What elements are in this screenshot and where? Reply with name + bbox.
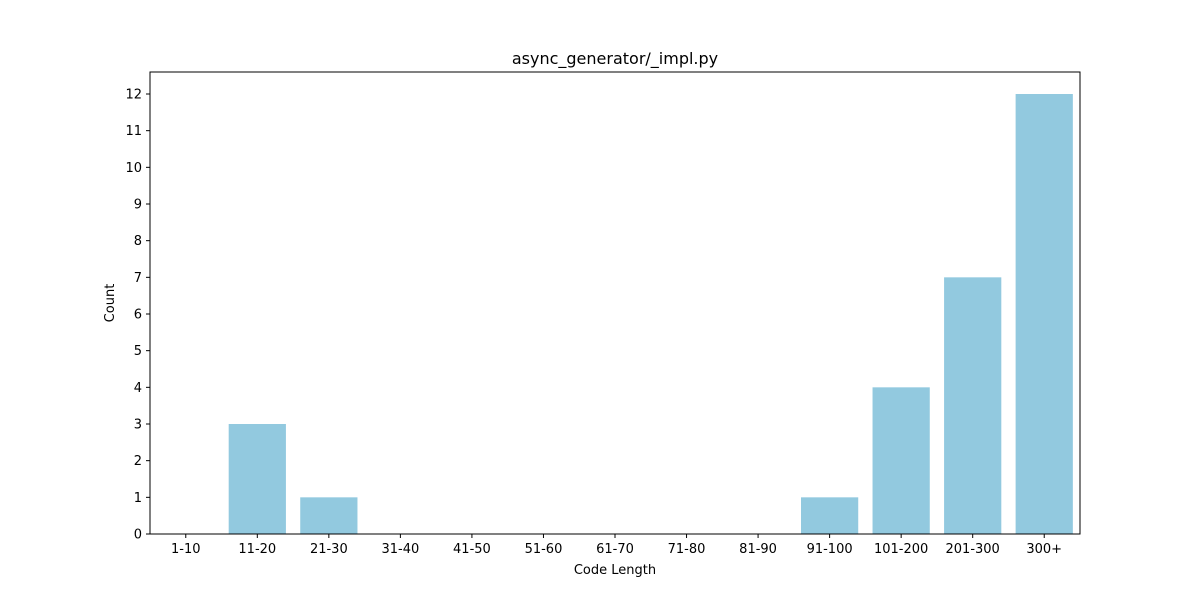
y-tick-label: 4: [134, 381, 142, 396]
bar-91-100: [801, 497, 859, 534]
x-tick-label: 300+: [1026, 542, 1062, 557]
bar-11-20: [228, 424, 286, 534]
bar-300+: [1015, 94, 1073, 534]
bar-201-300: [944, 277, 1002, 534]
y-tick-label: 5: [134, 344, 142, 359]
x-tick-label: 21-30: [310, 542, 348, 557]
x-tick-label: 201-300: [946, 542, 1000, 557]
chart-title: async_generator/_impl.py: [512, 49, 718, 69]
plot-frame: [149, 71, 1081, 535]
x-tick-label: 1-10: [171, 542, 201, 557]
y-tick-label: 10: [125, 161, 142, 176]
x-tick-label: 61-70: [596, 542, 634, 557]
x-tick-label: 71-80: [668, 542, 706, 557]
y-tick-label: 11: [125, 124, 142, 139]
bar-21-30: [300, 497, 358, 534]
y-tick-label: 1: [134, 491, 142, 506]
y-tick-label: 0: [134, 528, 142, 543]
x-tick-label: 101-200: [874, 542, 928, 557]
bar-101-200: [872, 387, 930, 534]
y-tick-label: 12: [125, 88, 142, 103]
x-axis: 1-10 11-20 21-30 31-40 41-50 51-60 61-70 71-80 8…: [171, 534, 1062, 557]
x-tick-label: 91-100: [807, 542, 853, 557]
x-tick-label: 51-60: [525, 542, 563, 557]
y-tick-label: 2: [134, 454, 142, 469]
y-axis-label: Count: [103, 284, 118, 323]
y-tick-label: 8: [134, 234, 142, 249]
x-tick-label: 41-50: [453, 542, 491, 557]
y-tick-label: 9: [134, 198, 142, 213]
bars-group: [228, 94, 1073, 534]
y-tick-label: 7: [134, 271, 142, 286]
y-tick-label: 6: [134, 308, 142, 323]
x-tick-label: 11-20: [238, 542, 276, 557]
x-axis-label: Code Length: [574, 563, 656, 578]
x-tick-label: 31-40: [381, 542, 419, 557]
y-tick-label: 3: [134, 418, 142, 433]
x-tick-label: 81-90: [739, 542, 777, 557]
